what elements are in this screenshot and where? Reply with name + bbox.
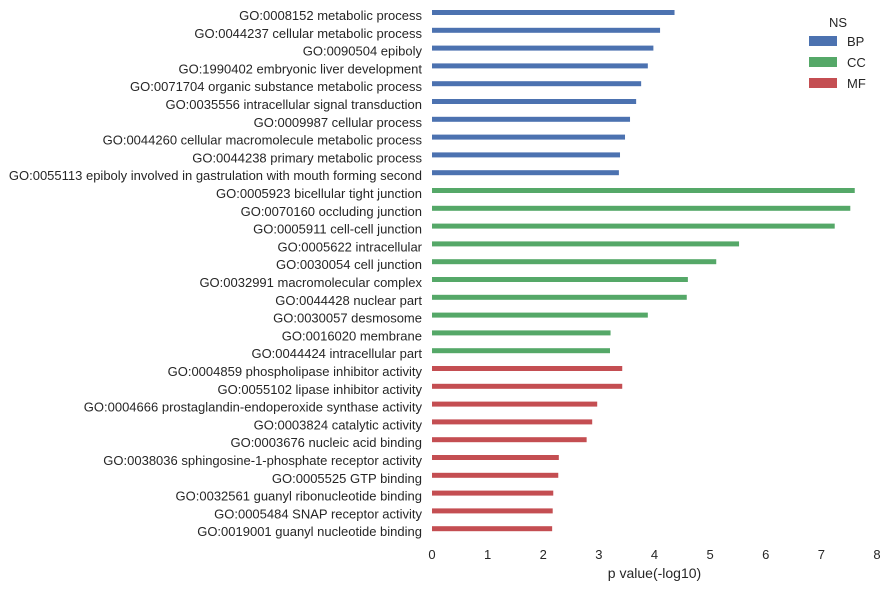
x-tick-labels: 0 1 2 3 4 5 6 7 8 [428, 547, 880, 562]
bar-22 [432, 383, 623, 389]
y-tick-label: GO:0090504 epiboly [303, 44, 423, 59]
bar-24 [432, 419, 593, 425]
y-tick-label: GO:0005911 cell-cell junction [253, 222, 422, 237]
bar-5 [432, 81, 642, 87]
x-tick-label: 8 [873, 547, 880, 562]
bar-27 [432, 472, 559, 478]
bar-17 [432, 294, 687, 300]
x-tick-label: 3 [595, 547, 602, 562]
x-tick-label: 5 [707, 547, 714, 562]
y-tick-label: GO:0004859 phospholipase inhibitor activ… [168, 364, 423, 379]
bar-18 [432, 312, 648, 318]
y-tick-label: GO:0004666 prostaglandin-endoperoxide sy… [84, 400, 423, 415]
legend-label-bp: BP [847, 34, 864, 49]
y-tick-label: GO:0032561 guanyl ribonucleotide binding [176, 489, 422, 504]
y-tick-label: GO:0003824 catalytic activity [254, 417, 423, 432]
bar-9 [432, 152, 621, 158]
legend-label-mf: MF [847, 76, 866, 91]
bar-12 [432, 205, 851, 211]
bar-26 [432, 455, 559, 460]
bar-14 [432, 241, 740, 247]
bar-23 [432, 401, 598, 407]
y-tick-label: GO:0005484 SNAP receptor activity [214, 506, 422, 521]
bar-3 [432, 45, 654, 51]
y-tick-label: GO:0019001 guanyl nucleotide binding [197, 524, 422, 539]
bar-28 [432, 490, 554, 496]
bar-20 [432, 348, 610, 354]
bar-25 [432, 437, 587, 443]
y-tick-label: GO:0009987 cellular process [254, 115, 423, 130]
bar-21 [432, 366, 623, 371]
x-tick-label: 2 [540, 547, 547, 562]
bar-16 [432, 277, 688, 282]
legend-swatch-mf [809, 78, 837, 88]
y-tick-label: GO:0030057 desmosome [273, 311, 422, 326]
bar-30 [432, 526, 553, 532]
y-tick-label: GO:0030054 cell junction [276, 257, 422, 272]
y-tick-label: GO:0070160 occluding junction [241, 204, 422, 219]
bar-4 [432, 63, 648, 69]
y-tick-label: GO:0035556 intracellular signal transduc… [165, 97, 422, 112]
y-tick-label: GO:0044237 cellular metabolic process [194, 26, 422, 41]
bar-7 [432, 116, 631, 122]
y-tick-label: GO:0005525 GTP binding [272, 471, 422, 486]
y-tick-label: GO:0008152 metabolic process [239, 8, 422, 23]
bar-6 [432, 99, 637, 104]
y-tick-label: GO:0003676 nucleic acid binding [230, 435, 422, 450]
bar-29 [432, 508, 553, 514]
x-tick-label: 0 [428, 547, 435, 562]
x-tick-label: 6 [762, 547, 769, 562]
y-tick-label: GO:0044260 cellular macromolecule metabo… [103, 133, 423, 148]
legend-swatch-bp [809, 36, 837, 46]
legend-swatch-cc [809, 57, 837, 67]
y-tick-label: GO:1990402 embryonic liver development [178, 61, 422, 76]
bar-10 [432, 170, 619, 176]
bar-13 [432, 223, 835, 229]
y-tick-label: GO:0038036 sphingosine-1-phosphate recep… [103, 453, 422, 468]
y-tick-label: GO:0071704 organic substance metabolic p… [130, 79, 422, 94]
y-tick-label: GO:0016020 membrane [282, 328, 422, 343]
x-axis-label: p value(-log10) [608, 565, 701, 581]
x-tick-label: 4 [651, 547, 658, 562]
y-tick-label: GO:0032991 macromolecular complex [199, 275, 422, 290]
bar-2 [432, 27, 661, 33]
y-tick-label: GO:0044424 intracellular part [251, 346, 422, 361]
y-tick-label: GO:0005923 bicellular tight junction [216, 186, 422, 201]
y-tick-label: GO:0044428 nuclear part [275, 293, 422, 308]
y-tick-label: GO:0055102 lipase inhibitor activity [217, 382, 422, 397]
x-tick-label: 7 [818, 547, 825, 562]
bar-11 [432, 188, 855, 193]
bar-8 [432, 134, 626, 140]
y-tick-label: GO:0005622 intracellular [277, 239, 422, 254]
bar-1 [432, 10, 675, 15]
x-tick-label: 1 [484, 547, 491, 562]
y-tick-labels: GO:0008152 metabolic process GO:0044237 c… [9, 8, 423, 539]
bar-15 [432, 259, 717, 265]
legend-title: NS [829, 15, 847, 30]
y-tick-label: GO:0044238 primary metabolic process [192, 150, 422, 165]
y-tick-label: GO:0055113 epiboly involved in gastrulat… [9, 168, 422, 183]
bar-19 [432, 330, 611, 336]
legend-label-cc: CC [847, 55, 866, 70]
bars-group [432, 10, 855, 532]
